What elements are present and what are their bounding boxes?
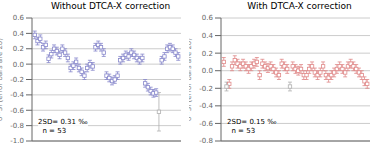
svg-text:-0.6: -0.6 (199, 120, 213, 128)
svg-text:0.6: 0.6 (13, 14, 25, 22)
svg-text:-0.6: -0.6 (10, 107, 24, 115)
svg-text:0.2: 0.2 (13, 45, 24, 53)
svg-text:-0.8: -0.8 (10, 122, 24, 130)
svg-text:-0.2: -0.2 (10, 76, 24, 84)
html-text:2SD= 0.15 ‰ n = 53: 2SD= 0.15 ‰ n = 53 (227, 117, 277, 135)
svg-text:0.6: 0.6 (202, 14, 214, 22)
html-text:2SD= 0.31 ‰ n = 53: 2SD= 0.31 ‰ n = 53 (38, 117, 88, 135)
svg-text:-0.4: -0.4 (10, 91, 24, 99)
html-text:With DTCA-X correction: With DTCA-X correction (247, 1, 352, 11)
svg-text:0.0: 0.0 (13, 61, 24, 69)
svg-text:-0.8: -0.8 (199, 137, 213, 144)
html-text:Without DTCA-X correction: Without DTCA-X correction (50, 1, 171, 11)
svg-text:-1.0: -1.0 (10, 137, 24, 144)
svg-text:0.4: 0.4 (202, 32, 214, 40)
svg-text:-0.2: -0.2 (199, 85, 213, 93)
svg-text:δ³⁰Si (error bars are 2σ): δ³⁰Si (error bars are 2σ) (189, 38, 193, 121)
svg-text:0.2: 0.2 (202, 50, 213, 58)
svg-text:-0.4: -0.4 (199, 102, 213, 110)
svg-text:0.0: 0.0 (202, 67, 213, 75)
svg-text:0.4: 0.4 (13, 30, 25, 38)
